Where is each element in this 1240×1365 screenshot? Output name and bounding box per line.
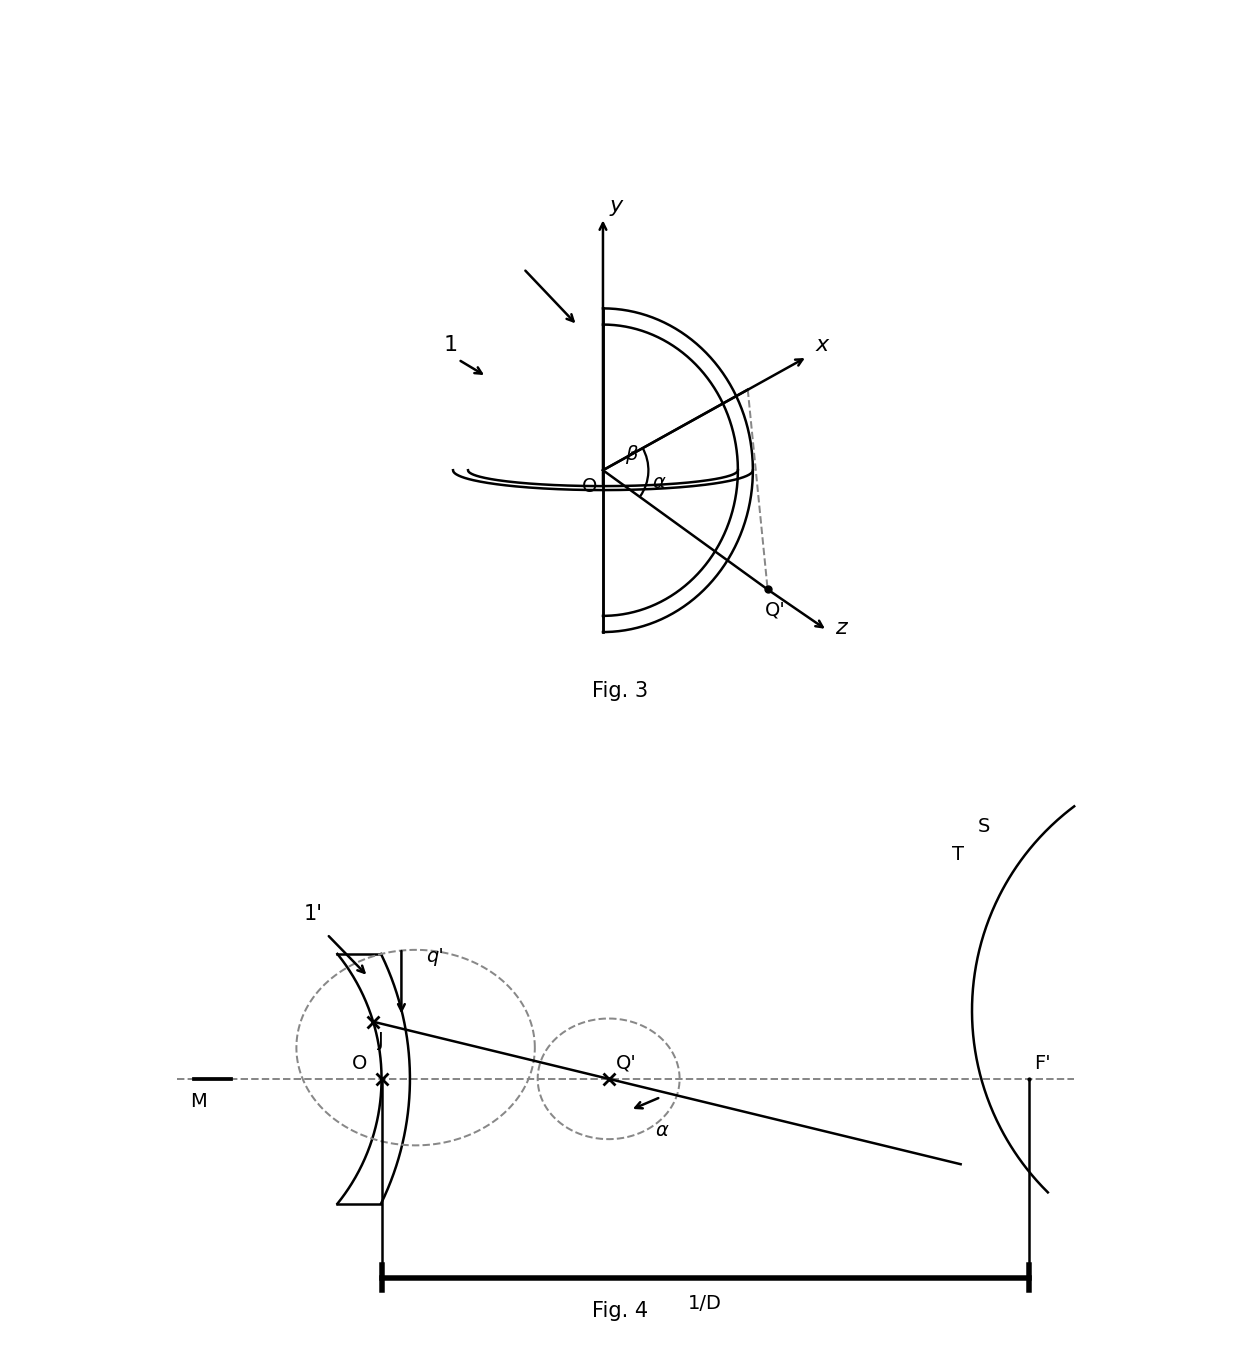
Text: Fig. 3: Fig. 3: [591, 681, 649, 702]
Text: α: α: [653, 474, 666, 493]
Text: q': q': [425, 947, 444, 966]
Text: M: M: [190, 1092, 206, 1111]
Text: Q': Q': [765, 601, 786, 618]
Text: O: O: [582, 476, 596, 495]
Text: S: S: [977, 816, 990, 835]
Text: 1': 1': [304, 904, 324, 924]
Text: y: y: [610, 195, 622, 216]
Text: T: T: [952, 845, 965, 864]
Text: 1: 1: [444, 334, 458, 355]
Text: z: z: [835, 618, 846, 637]
Text: Q': Q': [615, 1054, 636, 1073]
Text: O: O: [352, 1054, 367, 1073]
Text: Fig. 4: Fig. 4: [591, 1301, 649, 1321]
Text: β: β: [625, 445, 637, 464]
Text: x: x: [816, 334, 830, 355]
Text: J: J: [378, 1031, 383, 1050]
Text: F': F': [1034, 1054, 1052, 1073]
Text: α: α: [655, 1121, 668, 1140]
Text: 1/D: 1/D: [688, 1294, 722, 1313]
